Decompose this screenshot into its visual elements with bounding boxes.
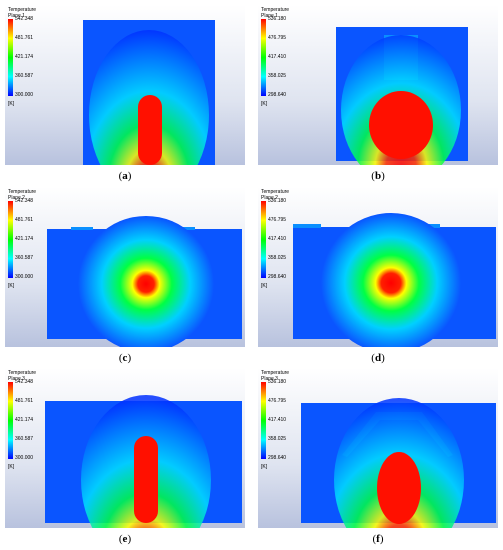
color-legend-e: Temperature Plane 3 542.348 481.761 421.… (8, 370, 56, 471)
legend-tick: 421.174 (15, 54, 34, 60)
temperature-field-d (293, 213, 496, 347)
legend-plane: Plane 2 (261, 194, 278, 201)
legend-colorbar (8, 201, 13, 278)
panel-c: Temperature Plane 2 542.348 481.761 421.… (5, 187, 245, 347)
legend-unit: [K] (261, 101, 268, 107)
legend-plane: Plane 1 (8, 12, 25, 19)
legend-tick: 481.761 (15, 217, 34, 223)
legend-plane: Plane 3 (8, 375, 25, 382)
legend-tick: 360.587 (15, 436, 34, 442)
panel-d: Temperature Plane 2 536.180 476.795 417.… (258, 187, 498, 347)
caption-b: (b) (371, 170, 385, 182)
legend-unit: [K] (261, 283, 268, 289)
panel-b: Temperature Plane 1 536.180 476.795 417.… (258, 5, 498, 165)
legend-plane: Plane 1 (261, 12, 278, 19)
legend-unit: [K] (8, 464, 15, 470)
color-legend-a: Temperature Plane 1 542.348 481.761 421.… (8, 7, 56, 108)
color-legend-f: Temperature Plane 3 536.180 476.795 417.… (261, 370, 309, 471)
temperature-field-f (301, 398, 496, 528)
legend-tick-min: 300.000 (15, 274, 34, 280)
temperature-field-c (47, 216, 242, 347)
legend-tick-min: 300.000 (15, 92, 34, 98)
legend-tick-max: 542.348 (15, 16, 34, 22)
legend-tick: 481.761 (15, 398, 34, 404)
legend-tick: 358.025 (268, 255, 287, 261)
legend-plane: Plane 2 (8, 194, 25, 201)
color-legend-b: Temperature Plane 1 536.180 476.795 417.… (261, 7, 309, 108)
legend-tick-max: 536.180 (268, 379, 287, 385)
legend-tick: 358.025 (268, 73, 287, 79)
temperature-field-e (45, 395, 242, 528)
legend-tick: 481.761 (15, 35, 34, 41)
caption-f: (f) (372, 533, 384, 545)
legend-title: Temperature (8, 189, 37, 195)
legend-unit: [K] (8, 101, 15, 107)
legend-colorbar (261, 201, 266, 278)
legend-tick-max: 542.348 (15, 198, 34, 204)
legend-tick: 421.174 (15, 417, 34, 423)
legend-tick-min: 298.640 (268, 455, 287, 461)
legend-colorbar (261, 382, 266, 459)
caption-a: (a) (118, 170, 132, 182)
legend-tick: 476.795 (268, 217, 287, 223)
legend-tick: 421.174 (15, 236, 34, 242)
legend-tick: 358.025 (268, 436, 287, 442)
legend-title: Temperature (261, 189, 290, 195)
legend-tick: 360.587 (15, 73, 34, 79)
panel-e: Temperature Plane 3 542.348 481.761 421.… (5, 368, 245, 528)
caption-c: (c) (118, 352, 132, 364)
legend-tick-min: 298.640 (268, 274, 287, 280)
legend-colorbar (8, 19, 13, 96)
legend-tick-max: 536.180 (268, 198, 287, 204)
legend-tick-min: 298.640 (268, 92, 287, 98)
color-legend-c: Temperature Plane 2 542.348 481.761 421.… (8, 189, 56, 290)
legend-title: Temperature (8, 370, 37, 376)
color-legend-d: Temperature Plane 2 536.180 476.795 417.… (261, 189, 309, 290)
panel-a: Temperature Plane 1 542.348 481.761 421.… (5, 5, 245, 165)
legend-tick: 417.410 (268, 54, 287, 60)
legend-unit: [K] (8, 283, 15, 289)
legend-plane: Plane 3 (261, 375, 278, 382)
caption-e: (e) (118, 533, 132, 545)
legend-tick-min: 300.000 (15, 455, 34, 461)
legend-unit: [K] (261, 464, 268, 470)
legend-tick-max: 542.348 (15, 379, 34, 385)
legend-tick: 476.795 (268, 398, 287, 404)
legend-tick: 476.795 (268, 35, 287, 41)
legend-title: Temperature (8, 7, 37, 13)
legend-title: Temperature (261, 7, 290, 13)
panel-f: Temperature Plane 3 536.180 476.795 417.… (258, 368, 498, 528)
temperature-field-b (336, 27, 468, 165)
temperature-field-a (83, 20, 215, 165)
legend-colorbar (8, 382, 13, 459)
legend-tick-max: 536.180 (268, 16, 287, 22)
legend-colorbar (261, 19, 266, 96)
legend-tick: 417.410 (268, 236, 287, 242)
legend-title: Temperature (261, 370, 290, 376)
legend-tick: 360.587 (15, 255, 34, 261)
legend-tick: 417.410 (268, 417, 287, 423)
caption-d: (d) (371, 352, 385, 364)
